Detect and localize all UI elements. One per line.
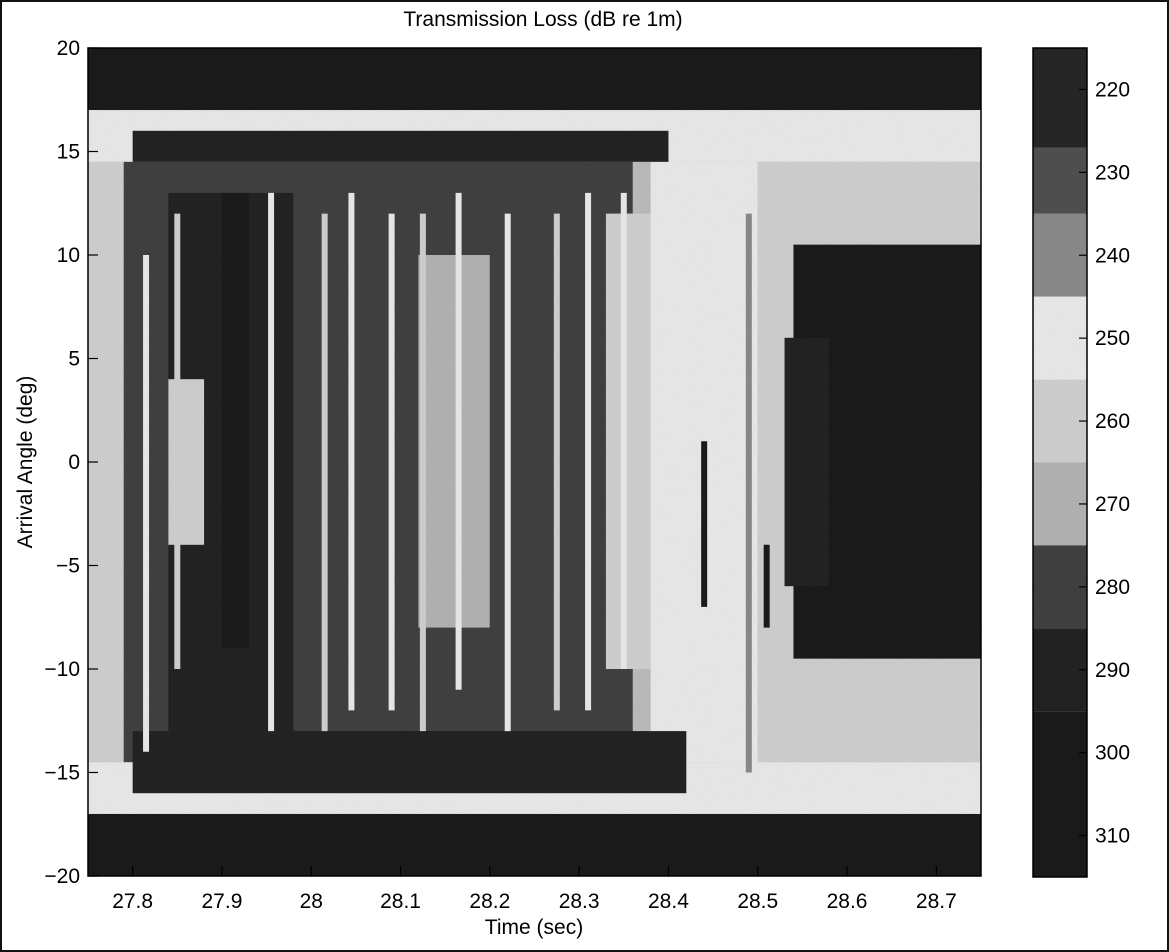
y-tick-label: −5 xyxy=(56,555,80,578)
colorbar-frame xyxy=(1032,47,1088,878)
x-tick-label: 28.4 xyxy=(648,890,689,913)
grain-overlay xyxy=(88,48,981,876)
colorbar-tick-label: 260 xyxy=(1095,410,1130,433)
x-axis-label: Time (sec) xyxy=(485,916,583,939)
colorbar-tick-label: 220 xyxy=(1095,78,1130,101)
colorbar-tick-label: 250 xyxy=(1095,327,1130,350)
chart-title: Transmission Loss (dB re 1m) xyxy=(403,8,682,31)
plot-area xyxy=(88,48,981,876)
x-tick-label: 28.1 xyxy=(380,890,421,913)
y-tick-label: −10 xyxy=(44,658,80,681)
y-tick-label: −15 xyxy=(44,762,80,785)
colorbar-tick-label: 300 xyxy=(1095,742,1130,765)
y-tick-label: −20 xyxy=(44,865,80,888)
colorbar-ticks: 220 230 240 250 260 270 280 290 300 310 xyxy=(1079,78,1130,848)
colorbar-tick-label: 290 xyxy=(1095,659,1130,682)
colorbar-tick-label: 240 xyxy=(1095,244,1130,267)
x-tick-label: 28.5 xyxy=(737,890,778,913)
colorbar xyxy=(1033,48,1087,877)
colorbar-tick-label: 270 xyxy=(1095,493,1130,516)
x-axis-ticks: 27.8 27.9 28 28.1 28.2 28.3 28.4 28.5 28.6 28.7 xyxy=(112,866,957,913)
y-tick-label: 10 xyxy=(57,244,80,267)
x-tick-label: 28.3 xyxy=(559,890,600,913)
x-tick-label: 28.2 xyxy=(469,890,510,913)
y-axis-label: Arrival Angle (deg) xyxy=(14,376,37,549)
x-tick-label: 28 xyxy=(300,890,323,913)
x-tick-label: 28.7 xyxy=(916,890,957,913)
y-tick-label: 20 xyxy=(57,37,80,60)
x-tick-label: 27.8 xyxy=(112,890,153,913)
y-tick-label: 5 xyxy=(68,348,80,371)
y-tick-label: 15 xyxy=(57,141,80,164)
x-tick-label: 28.6 xyxy=(827,890,868,913)
y-axis-ticks: 20 15 10 5 0 −5 −10 −15 −20 xyxy=(44,37,98,888)
colorbar-tick-label: 230 xyxy=(1095,161,1130,184)
y-tick-label: 0 xyxy=(68,451,80,474)
colorbar-tick-label: 310 xyxy=(1095,825,1130,848)
x-tick-label: 27.9 xyxy=(202,890,243,913)
colorbar-tick-label: 280 xyxy=(1095,576,1130,599)
colorbar-grain-overlay xyxy=(1033,48,1087,877)
